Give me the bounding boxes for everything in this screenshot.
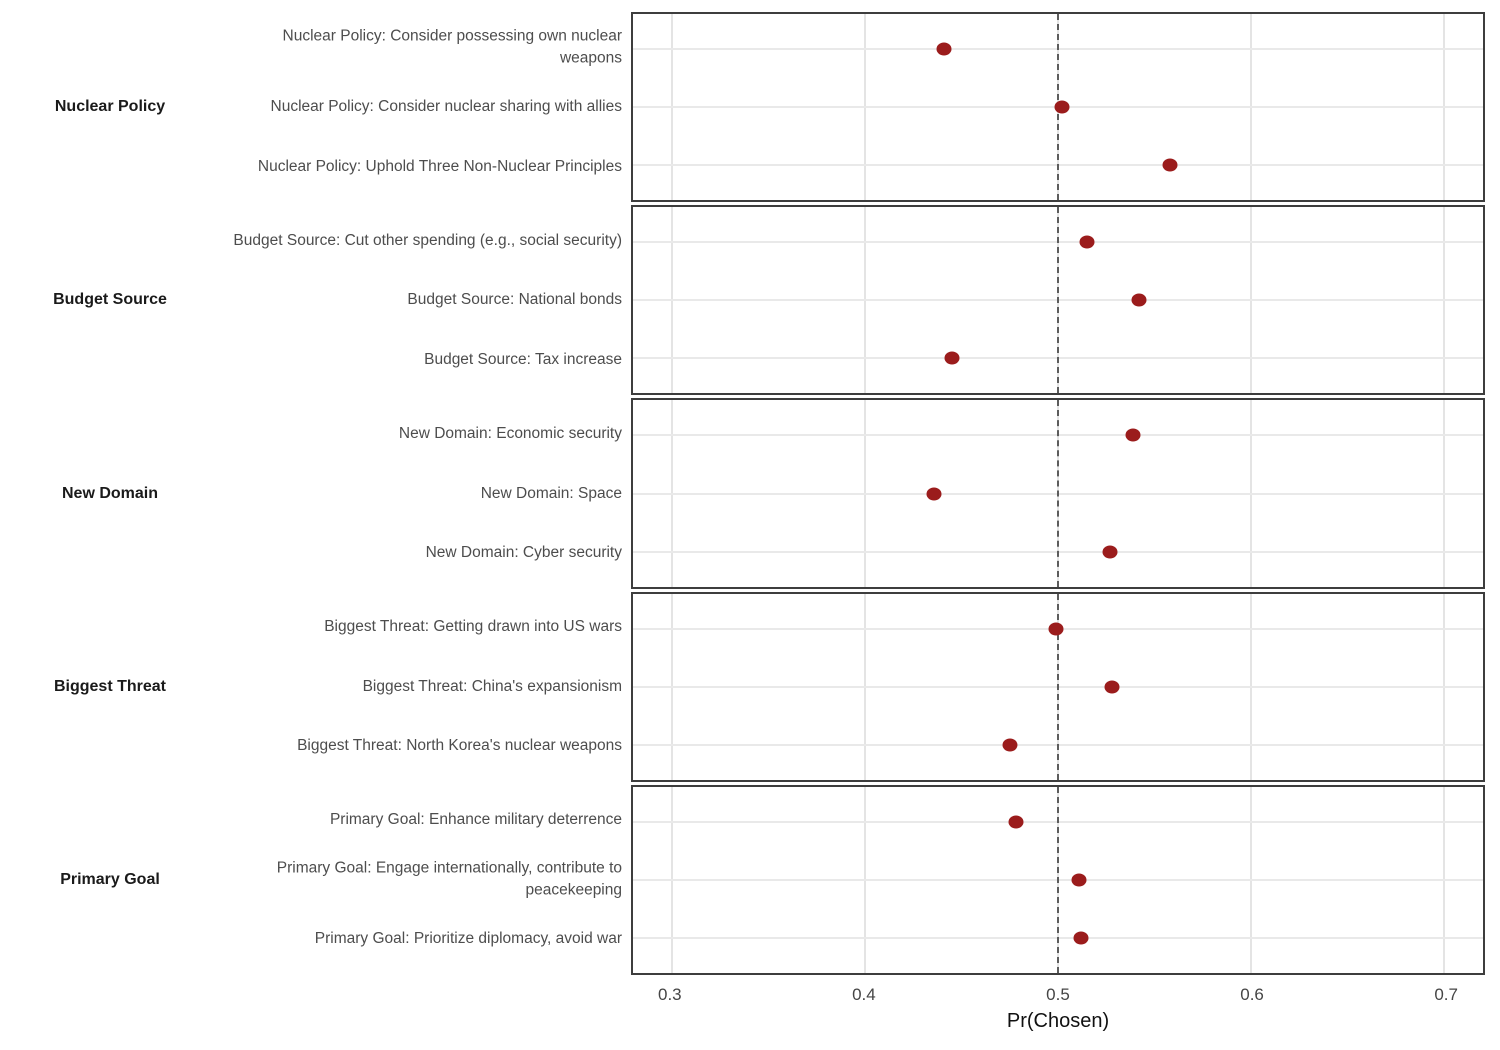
data-point <box>1125 428 1141 442</box>
facet-strip-label: Budget Source <box>53 291 167 309</box>
data-point <box>1079 235 1095 249</box>
row-label: Biggest Threat: China's expansionism <box>362 677 622 695</box>
x-tick-label: 0.5 <box>1046 985 1070 1004</box>
facet-strip-label: Nuclear Policy <box>54 98 166 116</box>
facet-2: New Domain New Domain: Economic security N… <box>0 398 1487 589</box>
row-label: Budget Source: Tax increase <box>424 350 622 368</box>
data-point <box>1008 815 1023 829</box>
data-point <box>1054 100 1070 114</box>
x-tick-label: 0.4 <box>852 985 876 1004</box>
x-axis: 0.3 0.4 0.5 0.6 0.7 <box>631 985 1485 1007</box>
data-point <box>1104 680 1120 694</box>
row-label: New Domain: Space <box>480 484 622 502</box>
data-point <box>1071 873 1087 887</box>
facet-panel <box>631 591 1485 782</box>
row-label: Primary Goal: Enhance military deterrenc… <box>329 811 622 829</box>
data-point <box>1073 931 1089 945</box>
x-tick-label: 0.6 <box>1240 985 1264 1004</box>
reference-line-0.5 <box>1057 207 1059 394</box>
facet-list: Nuclear Policy Nuclear Policy: Consider p… <box>0 12 1487 976</box>
facet-strip-label: New Domain <box>61 484 158 502</box>
facet-strip-label: Biggest Threat <box>53 677 166 695</box>
row-label: Primary Goal: Prioritize diplomacy, avoi… <box>314 930 622 948</box>
row-label: Budget Source: Cut other spending (e.g.,… <box>233 231 622 249</box>
data-point <box>1131 293 1147 307</box>
x-tick-label: 0.7 <box>1434 985 1458 1004</box>
reference-line-0.5 <box>1057 786 1059 974</box>
data-point <box>936 42 952 56</box>
row-label: Nuclear Policy: Consider possessing own … <box>282 27 622 67</box>
x-axis-title: Pr(Chosen) <box>1006 1010 1110 1032</box>
facet-panel <box>631 784 1485 976</box>
reference-line-0.5 <box>1057 593 1059 780</box>
row-label: Nuclear Policy: Uphold Three Non-Nuclear… <box>257 157 622 175</box>
data-point <box>1102 545 1118 559</box>
facet-panel <box>631 205 1485 396</box>
row-label: Budget Source: National bonds <box>407 291 622 309</box>
x-tick-label: 0.3 <box>657 985 682 1004</box>
facet-panel <box>631 12 1485 203</box>
facet-panel <box>631 398 1485 589</box>
reference-line-0.5 <box>1057 400 1059 587</box>
data-point <box>944 351 960 365</box>
facet-4: Primary Goal Primary Goal: Enhance milita… <box>0 784 1487 976</box>
data-point <box>926 487 942 500</box>
row-label: Nuclear Policy: Consider nuclear sharing… <box>270 97 623 115</box>
data-point <box>1162 158 1178 172</box>
row-label: Biggest Threat: Getting drawn into US wa… <box>324 618 622 636</box>
data-point <box>1048 622 1064 636</box>
data-point <box>1002 738 1018 752</box>
row-label: Biggest Threat: North Korea's nuclear we… <box>297 736 622 754</box>
facet-1: Budget Source Budget Source: Cut other sp… <box>0 205 1487 396</box>
row-label: New Domain: Cyber security <box>425 543 622 561</box>
facet-strip-label: Primary Goal <box>60 870 160 888</box>
row-label: New Domain: Economic security <box>398 424 622 442</box>
facet-3: Biggest Threat Biggest Threat: Getting dr… <box>0 591 1487 782</box>
facet-0: Nuclear Policy Nuclear Policy: Consider p… <box>0 12 1487 203</box>
row-label: Primary Goal: Engage internationally, co… <box>276 859 622 899</box>
